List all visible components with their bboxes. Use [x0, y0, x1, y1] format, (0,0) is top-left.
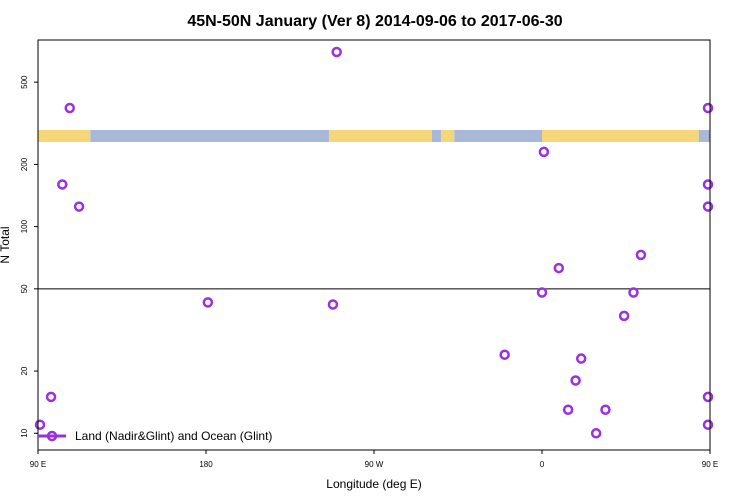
- data-point: [702, 201, 714, 212]
- map-strip-segment: [698, 130, 710, 142]
- y-tick-label: 50: [20, 284, 29, 293]
- data-point: [64, 102, 75, 114]
- data-point: [600, 404, 611, 415]
- x-tick-label: 0: [540, 460, 545, 469]
- data-point: [702, 179, 714, 190]
- y-tick-label: 100: [20, 219, 29, 233]
- data-point: [702, 419, 714, 430]
- y-tick-label: 200: [20, 157, 29, 171]
- data-point: [575, 353, 587, 364]
- data-point: [702, 391, 714, 403]
- legend-marker: [46, 430, 58, 442]
- y-tick-label: 500: [20, 75, 29, 89]
- y-tick-label: 10: [20, 428, 29, 437]
- data-point: [202, 297, 214, 308]
- x-axis-label: Longitude (deg E): [326, 477, 421, 491]
- data-point: [331, 46, 342, 58]
- map-strip-segment: [441, 130, 455, 142]
- data-point: [57, 179, 68, 190]
- x-tick-label: 90 E: [30, 460, 46, 469]
- x-tick-label: 90 W: [365, 460, 384, 469]
- data-point: [45, 391, 57, 403]
- y-tick-label: 20: [20, 366, 29, 375]
- map-strip-segment: [542, 130, 699, 142]
- data-point: [34, 419, 46, 430]
- map-strip-segment: [431, 130, 442, 142]
- map-strip: [38, 130, 710, 142]
- chart-title: 45N-50N January (Ver 8) 2014-09-06 to 20…: [187, 13, 562, 30]
- data-point: [562, 404, 574, 415]
- data-point: [538, 146, 550, 158]
- data-points: [34, 46, 714, 439]
- data-point: [618, 310, 630, 322]
- map-strip-segment: [38, 130, 91, 142]
- data-point: [702, 102, 714, 114]
- data-point: [590, 428, 602, 439]
- x-tick-label: 180: [199, 460, 213, 469]
- data-point: [327, 299, 339, 310]
- data-point: [628, 287, 639, 298]
- map-strip-segment: [90, 130, 330, 142]
- y-axis-label: N Total: [0, 226, 12, 263]
- legend: Land (Nadir&Glint) and Ocean (Glint): [38, 429, 272, 443]
- map-strip-segment: [329, 130, 432, 142]
- data-point: [73, 201, 85, 212]
- legend-label: Land (Nadir&Glint) and Ocean (Glint): [75, 429, 272, 443]
- plot-frame: [37, 39, 711, 451]
- x-axis: 90 E 180 90 W 0 90 E: [30, 450, 718, 469]
- y-axis: 10 20 50 100 200 500: [20, 75, 38, 438]
- data-point: [499, 349, 510, 360]
- data-point: [553, 262, 565, 274]
- data-point: [635, 249, 647, 261]
- x-tick-label: 90 E: [702, 460, 718, 469]
- data-point: [570, 375, 581, 386]
- data-point: [536, 287, 548, 298]
- map-strip-segment: [454, 130, 542, 142]
